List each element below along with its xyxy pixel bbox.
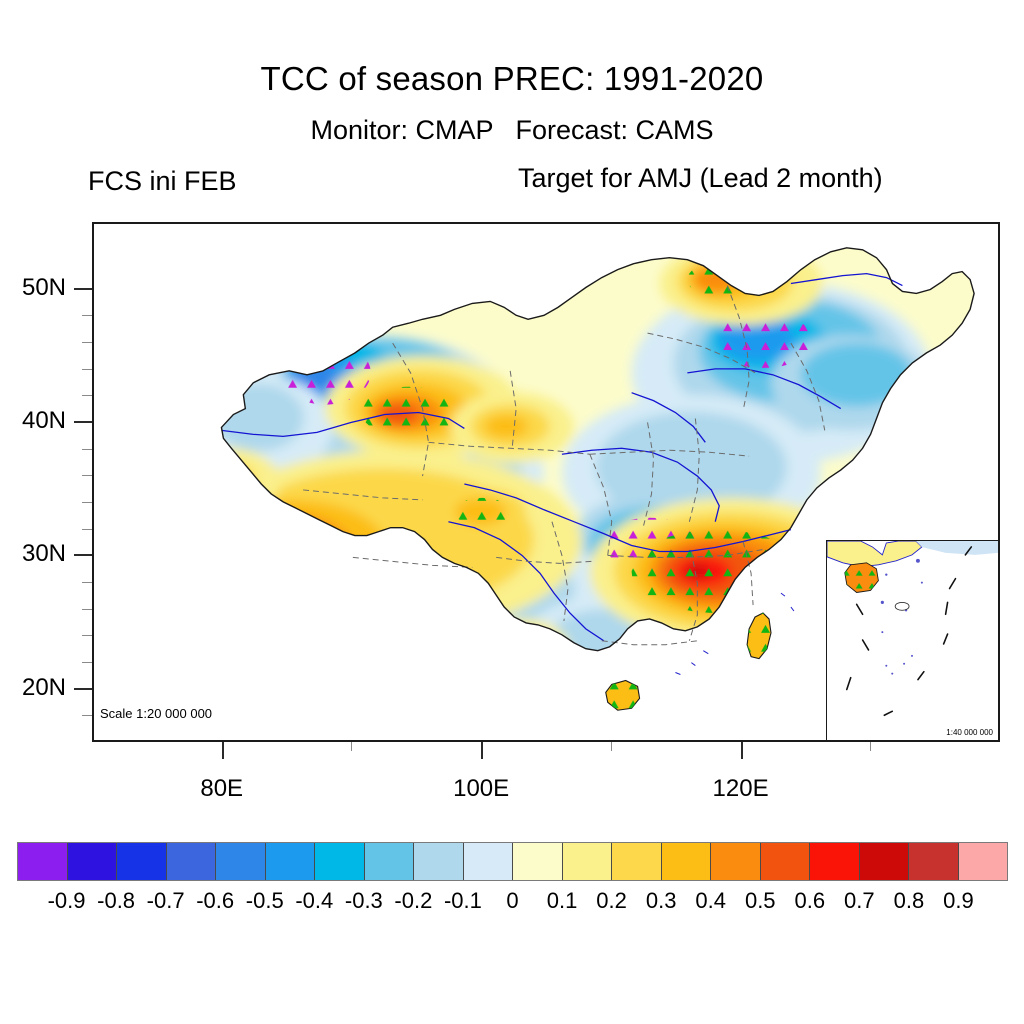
colorbar-tick-label: 0.4 <box>695 888 726 913</box>
colorbar-cell[interactable] <box>909 843 959 880</box>
reef-dots <box>880 558 923 675</box>
nine-dash-line <box>845 546 973 717</box>
y-axis-tick <box>74 421 92 423</box>
colorbar-tick-label: 0.1 <box>546 888 578 913</box>
y-axis-tick <box>82 662 92 663</box>
colorbar-tick-label: 0.5 <box>744 888 776 913</box>
y-axis-tick <box>74 554 92 557</box>
colorbar-cell[interactable] <box>612 843 662 880</box>
x-axis-tick <box>481 742 484 759</box>
x-axis-label: 100E <box>453 775 510 802</box>
y-axis-tick <box>82 448 92 450</box>
y-axis-tick <box>82 608 92 610</box>
y-axis-tick <box>82 368 92 370</box>
colorbar-tick-label: -0.9 <box>47 888 86 913</box>
colorbar-cell[interactable] <box>216 843 266 880</box>
taiwan-region <box>746 612 772 660</box>
forecast-label: Forecast: CAMS <box>515 115 714 145</box>
colorbar-cell[interactable] <box>265 843 315 880</box>
colorbar-cell[interactable] <box>364 843 414 880</box>
y-axis-tick <box>74 287 92 290</box>
y-axis-label: 40N <box>21 407 66 434</box>
colorbar-cell[interactable] <box>711 843 761 880</box>
x-axis-tick <box>610 742 612 751</box>
coastal-islands <box>675 592 795 675</box>
x-axis-label: 80E <box>200 775 244 802</box>
colorbar-tick-labels: -0.9 -0.8 -0.7 -0.6 -0.5 -0.4 -0.3 -0.2 -0.1 0 0.1… <box>17 888 1008 914</box>
colorbar-cell[interactable] <box>562 843 612 880</box>
colorbar-cell[interactable] <box>463 843 513 880</box>
x-axis-tick <box>740 742 743 759</box>
x-axis-tick <box>870 742 872 751</box>
monitor-label: Monitor: CMAP <box>310 115 494 145</box>
y-axis-tick <box>82 715 92 717</box>
inset-map-svg <box>827 541 998 717</box>
colorbar-cell[interactable] <box>760 843 810 880</box>
contour-map <box>220 247 975 711</box>
colorbar-tick-label: -0.1 <box>443 888 482 913</box>
x-axis-label: 120E <box>712 775 769 802</box>
y-axis-tick <box>82 582 92 583</box>
y-axis-label: 20N <box>21 673 66 701</box>
colorbar-cell[interactable] <box>859 843 909 880</box>
colorbar-tick-label: 0.7 <box>844 888 875 913</box>
province-boundaries <box>303 285 826 646</box>
y-axis-tick <box>82 528 92 530</box>
y-axis-label: 50N <box>21 273 66 301</box>
colorbar-cell[interactable] <box>958 843 1007 880</box>
subtitle-row: Monitor: CMAP Forecast: CAMS <box>0 115 1024 146</box>
china-national-border <box>220 247 975 652</box>
inset-scale-label: 1:40 000 000 <box>946 728 993 737</box>
y-axis-tick <box>74 687 92 690</box>
colorbar-tick-label: -0.2 <box>394 888 433 913</box>
colorbar-cell[interactable] <box>117 843 167 880</box>
colorbar-tick-label: 0.8 <box>893 888 925 913</box>
fcs-init-label: FCS ini FEB <box>88 166 237 196</box>
colorbar-tick-label: -0.3 <box>344 888 383 913</box>
colorbar-cell[interactable] <box>414 843 464 880</box>
map-plot-area[interactable] <box>92 222 1000 742</box>
target-label: Target for AMJ (Lead 2 month) <box>518 163 883 193</box>
y-axis-tick <box>82 315 92 317</box>
x-axis-tick <box>221 742 224 759</box>
colorbar-cell[interactable] <box>166 843 216 880</box>
colorbar-tick-label: -0.6 <box>196 888 235 913</box>
y-axis-tick <box>82 475 92 477</box>
colorbar-tick-label: 0.2 <box>596 888 627 913</box>
colorbar-tick-label: -0.7 <box>146 888 185 913</box>
colorbar[interactable] <box>17 842 1008 881</box>
colorbar-cell[interactable] <box>18 843 68 880</box>
colorbar-cell[interactable] <box>315 843 365 880</box>
colorbar-cell[interactable] <box>810 843 860 880</box>
y-axis-tick <box>82 395 92 397</box>
y-axis-tick <box>82 342 92 343</box>
colorbar-tick-label: 0.3 <box>645 888 677 913</box>
colorbar-cell[interactable] <box>67 843 117 880</box>
page-title: TCC of season PREC: 1991-2020 <box>260 60 764 97</box>
map-scale-label: Scale 1:20 000 000 <box>100 706 213 721</box>
y-axis-label: 30N <box>21 540 66 568</box>
y-axis-tick <box>82 502 92 503</box>
y-axis-tick <box>82 635 92 637</box>
colorbar-tick-label: 0.9 <box>943 888 974 913</box>
colorbar-tick-label: 0 <box>506 888 519 913</box>
colorbar-cell[interactable] <box>661 843 711 880</box>
colorbar-tick-label: 0.6 <box>794 888 826 913</box>
south-china-sea-inset[interactable]: 1:40 000 000 <box>826 540 999 741</box>
colorbar-tick-label: -0.5 <box>245 888 284 913</box>
colorbar-tick-label: -0.8 <box>97 888 136 913</box>
hainan-region <box>605 679 641 711</box>
colorbar-tick-label: -0.4 <box>295 888 334 913</box>
x-axis-tick <box>351 742 353 751</box>
colorbar-cell[interactable] <box>513 843 563 880</box>
